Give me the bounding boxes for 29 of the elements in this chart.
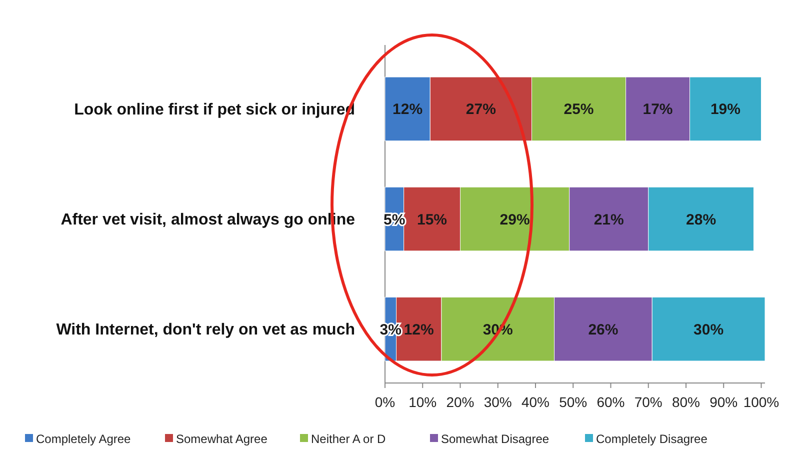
data-label: 21% <box>594 211 624 228</box>
x-tick-label: 80% <box>672 394 700 410</box>
x-tick-label: 70% <box>634 394 662 410</box>
data-label: 25% <box>564 101 594 118</box>
data-label: 19% <box>710 101 741 118</box>
y-tick-label: With Internet, don't rely on vet as much <box>56 322 355 339</box>
x-tick-label: 10% <box>408 394 437 410</box>
data-label: 30% <box>694 321 724 338</box>
data-label: 12% <box>392 101 423 118</box>
x-tick-label: 60% <box>596 394 625 410</box>
legend-label: Completely Agree <box>36 432 132 446</box>
data-label: 12% <box>404 321 434 338</box>
data-label: 26% <box>588 321 618 338</box>
data-label: 17% <box>642 101 673 118</box>
x-tick-label: 90% <box>710 394 738 410</box>
x-tick-label: 20% <box>446 394 474 410</box>
x-tick-label: 100% <box>743 394 780 410</box>
x-tick-label: 50% <box>559 394 588 410</box>
legend-label: Somewhat Disagree <box>441 432 550 446</box>
data-label: 28% <box>686 211 716 228</box>
legend-label: Somewhat Agree <box>176 432 268 446</box>
legend-label: Completely Disagree <box>596 432 708 446</box>
x-tick-label: 0% <box>374 394 396 410</box>
data-label: 15% <box>417 211 448 228</box>
data-label: 29% <box>500 211 530 228</box>
legend-label: Neither A or D <box>311 432 386 446</box>
x-tick-label: 40% <box>521 394 550 410</box>
data-label: 27% <box>466 101 496 118</box>
x-tick-label: 30% <box>484 394 512 410</box>
